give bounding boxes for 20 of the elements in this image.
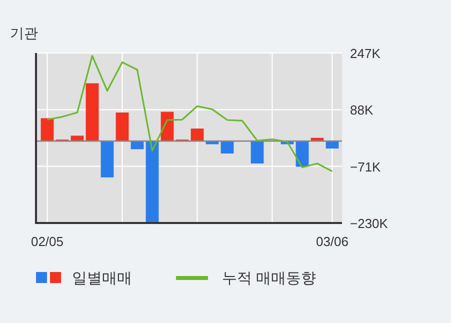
bar <box>100 141 114 178</box>
bar <box>220 141 234 154</box>
y-tick-label: 247K <box>350 46 381 61</box>
chart-title: 기관 <box>10 25 38 41</box>
x-tick-label: 03/06 <box>316 234 349 249</box>
bar <box>250 141 264 164</box>
y-tick-label: −230K <box>350 216 388 231</box>
x-tick-label: 02/05 <box>30 234 64 249</box>
bar <box>40 118 54 142</box>
bar <box>190 128 204 142</box>
bar <box>116 112 129 142</box>
legend-label: 일별매매 <box>72 270 132 287</box>
y-tick-label: −71K <box>350 159 382 174</box>
bar <box>326 141 339 149</box>
line-series <box>46 55 334 172</box>
y-tick-label: 88K <box>350 102 374 118</box>
bar <box>86 83 99 142</box>
legend-label: 누적 매매동향 <box>222 270 316 287</box>
bar <box>70 136 84 142</box>
bar <box>146 141 159 222</box>
